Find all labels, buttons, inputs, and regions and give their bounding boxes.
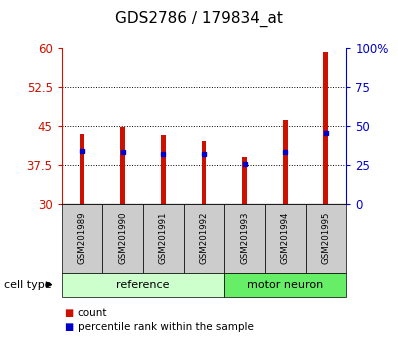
Text: GSM201989: GSM201989 xyxy=(78,212,86,264)
Text: reference: reference xyxy=(116,280,170,290)
Text: GSM201994: GSM201994 xyxy=(281,212,290,264)
Bar xyxy=(324,52,328,204)
Text: percentile rank within the sample: percentile rank within the sample xyxy=(78,322,254,332)
Bar xyxy=(161,135,166,204)
Text: ■: ■ xyxy=(64,308,73,318)
Bar xyxy=(201,141,207,204)
Text: GSM201991: GSM201991 xyxy=(159,212,168,264)
Text: GSM201990: GSM201990 xyxy=(118,212,127,264)
Text: cell type: cell type xyxy=(4,280,52,290)
Bar xyxy=(242,157,247,204)
Text: GSM201993: GSM201993 xyxy=(240,212,249,264)
Bar xyxy=(80,135,84,204)
Text: motor neuron: motor neuron xyxy=(247,280,324,290)
Bar xyxy=(120,127,125,204)
Text: GDS2786 / 179834_at: GDS2786 / 179834_at xyxy=(115,11,283,27)
Text: count: count xyxy=(78,308,107,318)
Text: ■: ■ xyxy=(64,322,73,332)
Bar xyxy=(283,120,288,204)
Text: GSM201995: GSM201995 xyxy=(322,212,330,264)
Text: GSM201992: GSM201992 xyxy=(199,212,209,264)
